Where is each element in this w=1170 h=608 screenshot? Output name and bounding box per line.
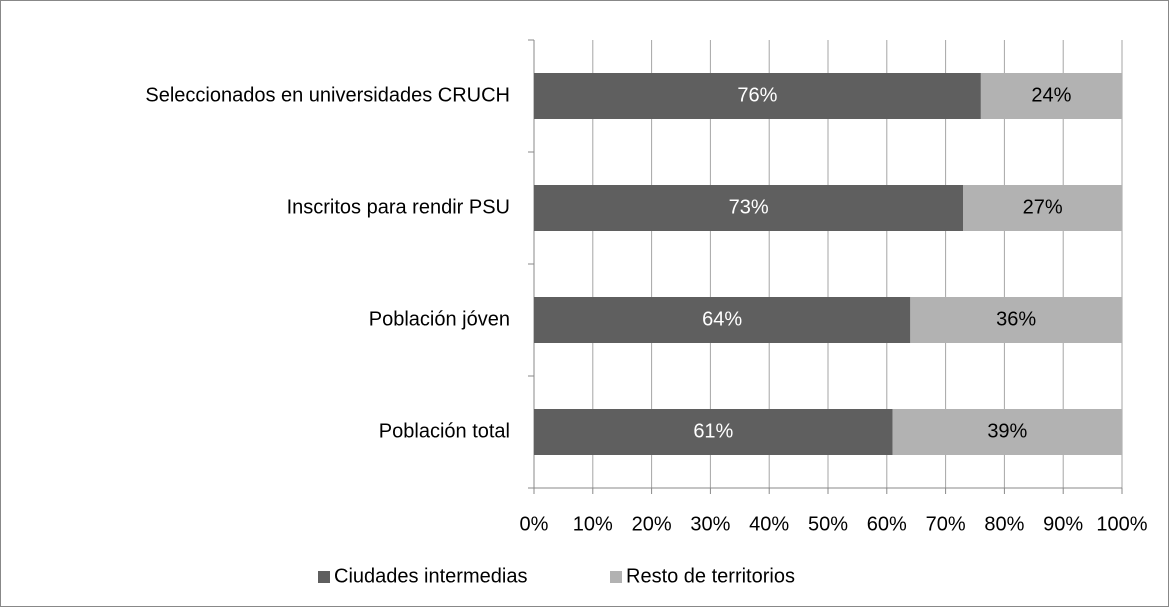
legend-swatch	[610, 571, 622, 583]
x-tick-label: 100%	[1096, 513, 1147, 535]
y-tick-label: Población jóven	[369, 308, 510, 330]
legend-label: Resto de territorios	[626, 565, 795, 587]
bar-segment	[534, 185, 964, 231]
x-tick-label: 80%	[984, 513, 1024, 535]
y-tick-label: Seleccionados en universidades CRUCH	[145, 84, 510, 106]
x-tick-label: 50%	[808, 513, 848, 535]
bar-segment	[892, 409, 1122, 455]
x-tick-label: 90%	[1043, 513, 1083, 535]
x-tick-label: 0%	[520, 513, 549, 535]
x-tick-label: 70%	[926, 513, 966, 535]
legend-swatch	[318, 571, 330, 583]
x-tick-label: 10%	[573, 513, 613, 535]
value-label: 24%	[1031, 84, 1071, 106]
value-label: 64%	[702, 308, 742, 330]
value-label: 27%	[1023, 196, 1063, 218]
y-tick-label: Inscritos para rendir PSU	[287, 196, 510, 218]
x-tick-label: 20%	[632, 513, 672, 535]
value-label: 76%	[737, 84, 777, 106]
x-tick-label: 30%	[690, 513, 730, 535]
legend-label: Ciudades intermedias	[334, 565, 527, 587]
value-label: 61%	[693, 420, 733, 442]
bar-segment	[910, 297, 1122, 343]
value-label: 73%	[729, 196, 769, 218]
bar-segment	[963, 185, 1122, 231]
bar-segment	[534, 409, 893, 455]
bar-segment	[980, 73, 1122, 119]
bar-segment	[534, 73, 981, 119]
value-label: 39%	[987, 420, 1027, 442]
value-label: 36%	[996, 308, 1036, 330]
x-tick-label: 60%	[867, 513, 907, 535]
y-tick-label: Población total	[379, 420, 510, 442]
bar-segment	[534, 297, 911, 343]
x-tick-label: 40%	[749, 513, 789, 535]
